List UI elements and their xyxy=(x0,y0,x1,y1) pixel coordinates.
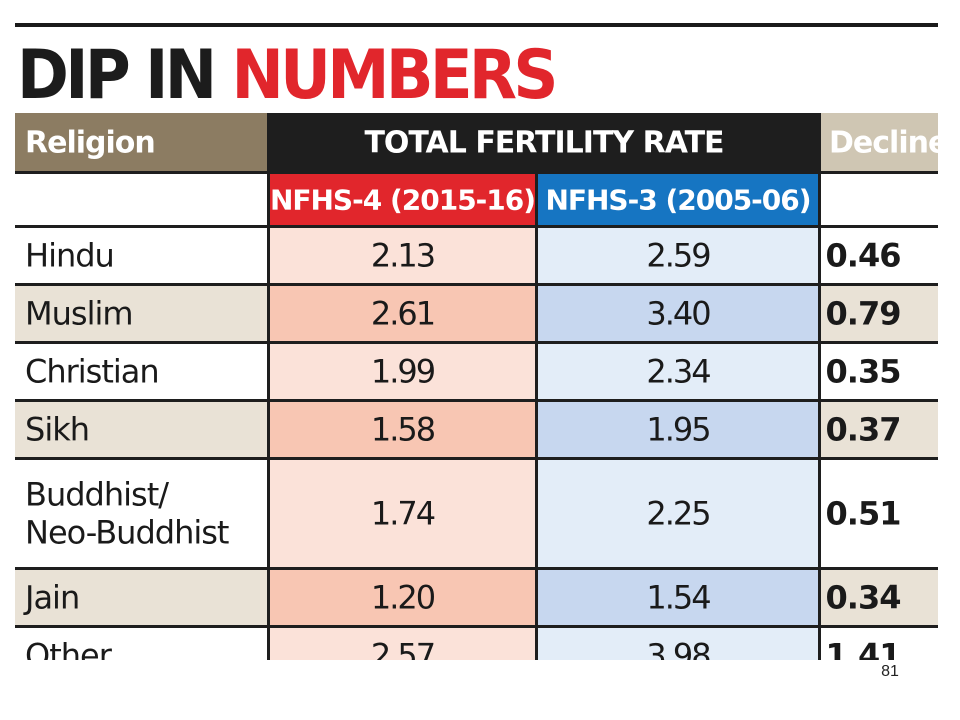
decline-value-jain: 0.34 xyxy=(826,579,901,617)
nfhs3-value-other: 3.98 xyxy=(646,637,710,661)
decline-cell-sikh xyxy=(821,402,938,457)
decline-value-hindu: 0.46 xyxy=(826,237,901,275)
decline-cell-buddhist-neo-buddhist xyxy=(821,460,938,567)
decline-value-christian: 0.35 xyxy=(826,353,901,391)
row-label-cell-muslim xyxy=(15,286,267,341)
row-label-hindu: Hindu xyxy=(25,237,114,275)
nfhs3-cell-muslim xyxy=(538,286,818,341)
nfhs3-value-jain: 1.54 xyxy=(646,579,710,617)
nfhs4-cell-christian xyxy=(270,344,535,399)
row-label-sikh: Sikh xyxy=(25,411,89,449)
top-rule xyxy=(15,23,938,27)
row-label-christian: Christian xyxy=(25,353,159,391)
decline-header-label: Decline xyxy=(829,126,938,161)
decline-value-sikh: 0.37 xyxy=(826,411,901,449)
decline-value-muslim: 0.79 xyxy=(826,295,901,333)
decline-cell-muslim xyxy=(821,286,938,341)
row-label-cell-jain xyxy=(15,570,267,625)
nfhs4-value-other: 2.57 xyxy=(371,637,434,661)
decline-cell-christian xyxy=(821,344,938,399)
row-label-cell-buddhist-neo-buddhist xyxy=(15,460,267,567)
row-label-other: Other xyxy=(25,637,113,661)
row-label-cell-other xyxy=(15,628,267,660)
nfhs4-header-cell xyxy=(270,174,535,225)
nfhs3-header-label: NFHS-3 (2005-06) xyxy=(545,184,810,217)
blank-decline-subheader-cell xyxy=(821,174,938,225)
decline-cell-other xyxy=(821,628,938,660)
tfr-header-cell xyxy=(270,113,818,171)
decline-header-cell xyxy=(821,113,938,171)
nfhs3-cell-jain xyxy=(538,570,818,625)
nfhs4-value-sikh: 1.58 xyxy=(371,411,435,449)
decline-cell-jain xyxy=(821,570,938,625)
title-part-red: NUMBERS xyxy=(231,36,559,115)
row-label-cell-hindu xyxy=(15,228,267,283)
nfhs4-value-buddhist-neo-buddhist: 1.74 xyxy=(371,495,435,533)
nfhs4-cell-sikh xyxy=(270,402,535,457)
fertility-table: Religion TOTAL FERTILITY RATE Decline NFHS-… xyxy=(15,113,938,661)
nfhs3-value-muslim: 3.40 xyxy=(646,295,710,333)
row-label-buddhist-neo-buddhist-line-2: Neo-Buddhist xyxy=(25,514,229,552)
row-label-buddhist-neo-buddhist-line-1: Buddhist/ xyxy=(25,476,169,514)
blank-subheader-cell xyxy=(15,174,267,225)
nfhs4-value-hindu: 2.13 xyxy=(371,237,434,275)
nfhs3-value-buddhist-neo-buddhist: 2.25 xyxy=(646,495,709,533)
nfhs3-value-sikh: 1.95 xyxy=(646,411,709,449)
nfhs4-cell-jain xyxy=(270,570,535,625)
nfhs4-header-label: NFHS-4 (2015-16) xyxy=(270,184,535,217)
row-label-cell-sikh xyxy=(15,402,267,457)
nfhs3-value-christian: 2.34 xyxy=(646,353,710,391)
nfhs4-value-christian: 1.99 xyxy=(371,353,435,391)
nfhs3-cell-hindu xyxy=(538,228,818,283)
religion-header-cell xyxy=(15,113,267,171)
row-label-cell-christian xyxy=(15,344,267,399)
nfhs3-cell-christian xyxy=(538,344,818,399)
decline-value-other: 1.41 xyxy=(826,637,901,661)
row-label-muslim: Muslim xyxy=(25,295,133,333)
religion-header-label: Religion xyxy=(25,126,155,161)
nfhs3-cell-buddhist-neo-buddhist xyxy=(538,460,818,567)
decline-cell-hindu xyxy=(821,228,938,283)
nfhs4-cell-buddhist-neo-buddhist xyxy=(270,460,535,567)
page-number: 81 xyxy=(881,663,899,680)
nfhs3-cell-other xyxy=(538,628,818,660)
nfhs4-cell-hindu xyxy=(270,228,535,283)
nfhs4-value-jain: 1.20 xyxy=(371,579,435,617)
nfhs3-value-hindu: 2.59 xyxy=(646,237,710,275)
nfhs4-value-muslim: 2.61 xyxy=(371,295,434,333)
nfhs3-header-cell xyxy=(538,174,818,225)
nfhs4-cell-other xyxy=(270,628,535,660)
tfr-header-label: TOTAL FERTILITY RATE xyxy=(364,126,723,161)
figure: DIP IN NUMBERS Religion TOTAL FERTILITY R… xyxy=(15,23,938,660)
nfhs3-cell-sikh xyxy=(538,402,818,457)
row-label-jain: Jain xyxy=(23,579,79,617)
nfhs4-cell-muslim xyxy=(270,286,535,341)
title-part-dark: DIP IN xyxy=(17,36,217,115)
decline-value-buddhist-neo-buddhist: 0.51 xyxy=(826,495,901,533)
chart-title: DIP IN NUMBERS xyxy=(17,31,559,121)
